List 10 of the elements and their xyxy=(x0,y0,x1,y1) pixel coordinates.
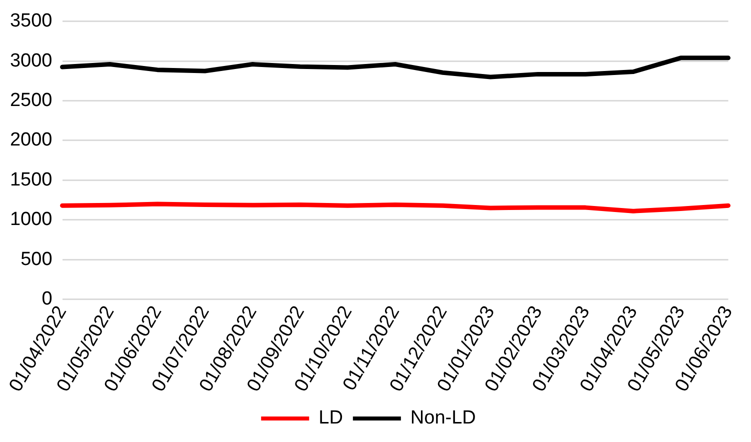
y-tick-label: 3000 xyxy=(10,50,52,72)
y-tick-label: 0 xyxy=(42,288,52,310)
legend-label: Non-LD xyxy=(410,408,476,429)
y-tick-label: 2500 xyxy=(10,90,52,112)
y-tick-label: 500 xyxy=(20,248,52,270)
y-tick-label: 1500 xyxy=(10,169,52,190)
y-tick-label: 3500 xyxy=(10,10,52,32)
y-tick-label: 1000 xyxy=(10,209,52,230)
legend-label: LD xyxy=(318,408,343,429)
y-tick-label: 2000 xyxy=(10,130,52,151)
